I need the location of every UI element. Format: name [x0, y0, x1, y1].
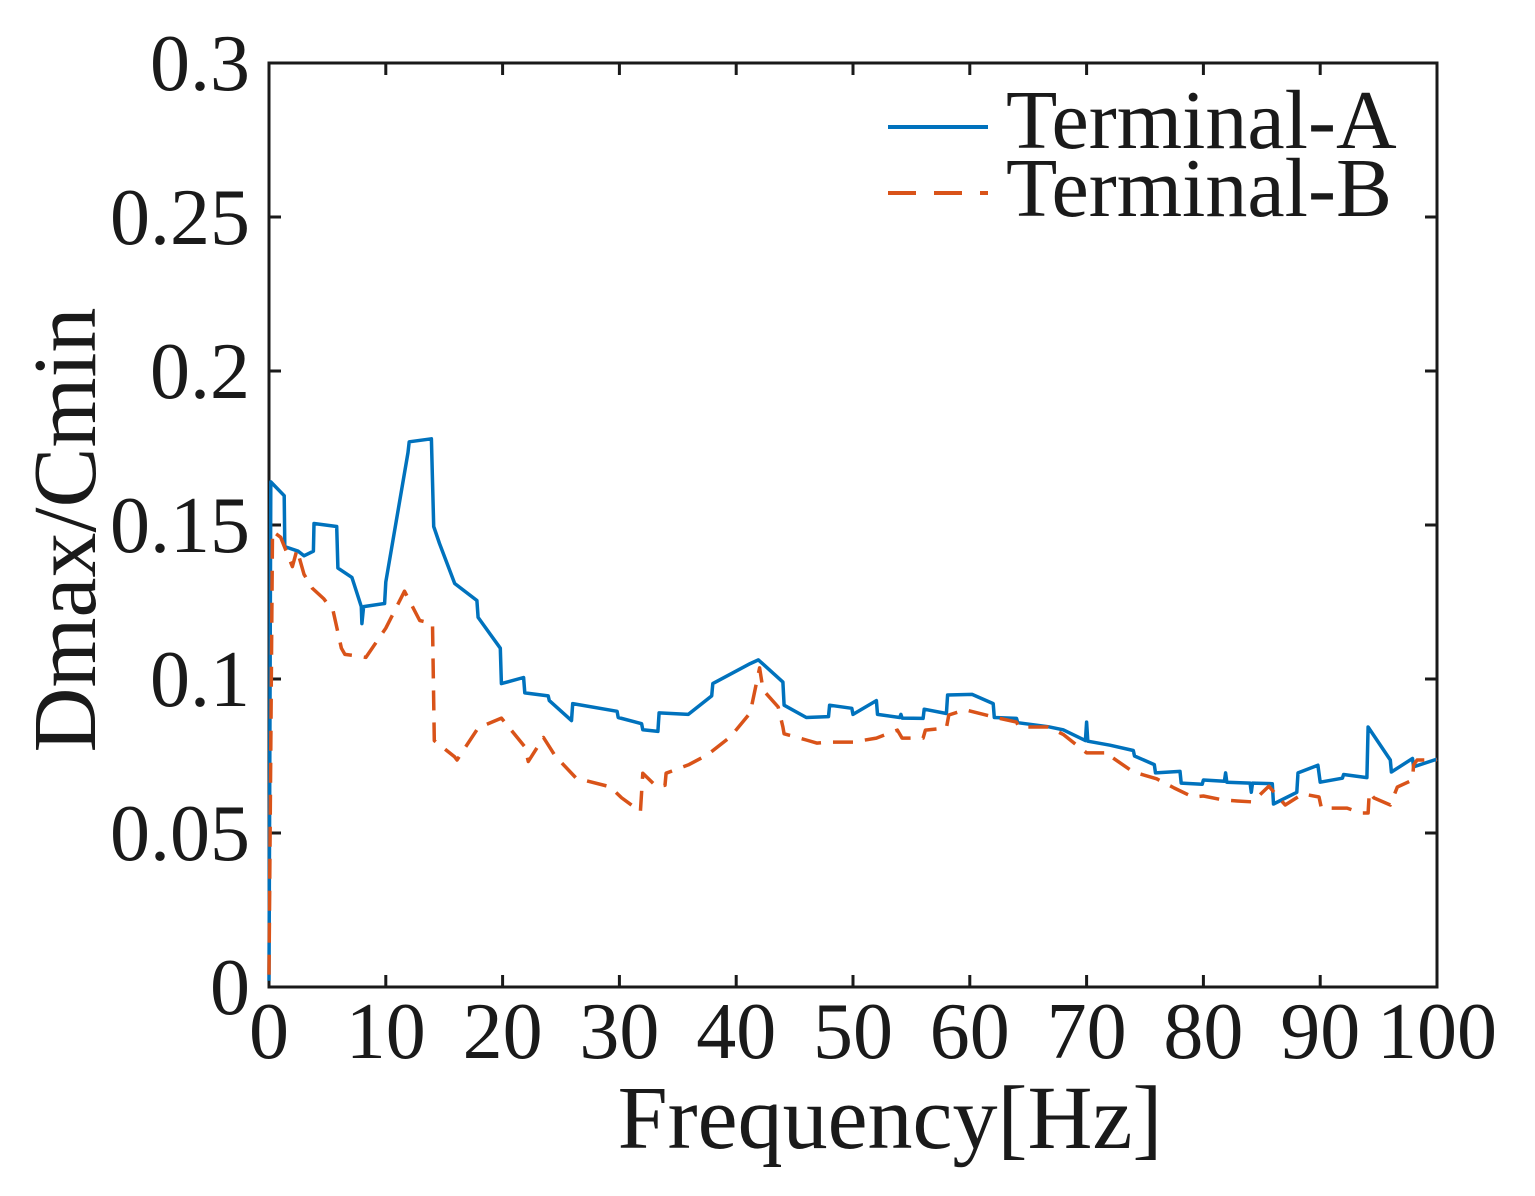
- y-tick-label: 0.05: [110, 790, 250, 878]
- x-tick-label: 100: [1377, 988, 1497, 1076]
- x-tick-label: 10: [346, 988, 426, 1076]
- x-tick-label: 40: [696, 988, 776, 1076]
- y-tick-label: 0.2: [150, 328, 250, 416]
- y-tick-label: 0.15: [110, 482, 250, 570]
- y-tick-label: 0.25: [110, 174, 250, 262]
- axis-tick-labels: 0 10 20 30 40 50 60 70 80 90 100 0 0.05 0.1 0.15 0.2 0.2…: [110, 20, 1497, 1076]
- legend-label-terminal-a: Terminal-A: [1006, 74, 1397, 167]
- x-tick-label: 0: [249, 988, 289, 1076]
- legend-label-terminal-b: Terminal-B: [1006, 142, 1392, 235]
- x-tick-label: 50: [813, 988, 893, 1076]
- legend: Terminal-A Terminal-B: [888, 74, 1397, 235]
- x-tick-label: 20: [463, 988, 543, 1076]
- series-terminal-a: [267, 437, 1438, 981]
- x-tick-label: 80: [1163, 988, 1243, 1076]
- x-tick-label: 70: [1047, 988, 1127, 1076]
- data-series-layer: [267, 437, 1438, 981]
- x-tick-label: 30: [579, 988, 659, 1076]
- x-tick-label: 60: [930, 988, 1010, 1076]
- y-tick-label: 0: [210, 944, 250, 1032]
- x-tick-label: 90: [1280, 988, 1360, 1076]
- axis-ticks: [267, 61, 1439, 989]
- y-tick-label: 0.1: [150, 636, 250, 724]
- y-axis-label: Dmax/Cmin: [16, 308, 115, 753]
- y-tick-label: 0.3: [150, 20, 250, 108]
- x-axis-label: Frequency[Hz]: [618, 1069, 1163, 1168]
- series-terminal-b: [267, 529, 1437, 975]
